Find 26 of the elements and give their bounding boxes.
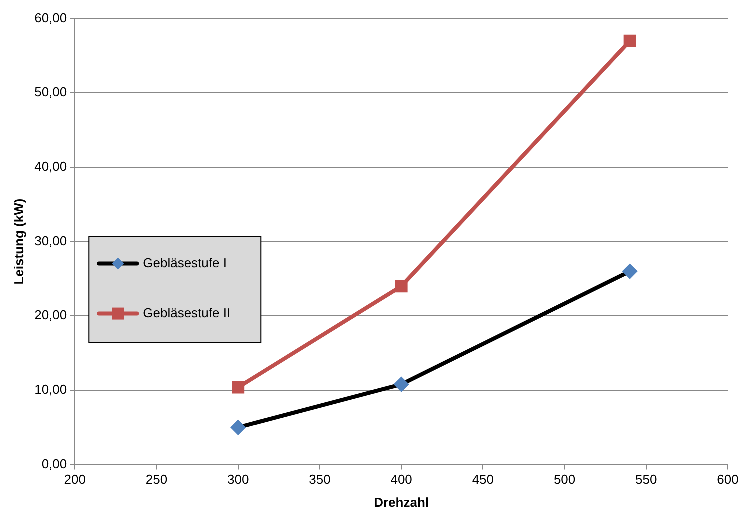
y-tick-label: 60,00 [34, 10, 68, 26]
legend-label: Gebläsestufe I [143, 255, 227, 270]
x-tick-label: 250 [146, 472, 168, 488]
point [232, 381, 245, 394]
point [395, 280, 408, 293]
point [394, 378, 409, 392]
legend-label: Gebläsestufe II [143, 305, 231, 320]
y-tick-label: 0,00 [42, 456, 68, 472]
y-tick-label: 50,00 [34, 84, 68, 100]
y-tick-label: 30,00 [34, 233, 68, 248]
y-tick-label: 10,00 [34, 382, 68, 398]
y-tick-label: 40,00 [34, 159, 68, 174]
x-axis-title: Drehzahl [374, 494, 430, 510]
point [623, 264, 638, 279]
x-tick-label: 300 [227, 472, 250, 488]
y-tick-label: 20,00 [34, 308, 68, 323]
x-tick-label: 200 [64, 472, 86, 488]
x-tick-label: 400 [390, 472, 412, 488]
x-tick-label: 350 [309, 472, 331, 488]
x-tick-label: 450 [472, 472, 494, 488]
x-tick-label: 500 [554, 472, 576, 488]
x-tick-label: 600 [717, 472, 739, 488]
point [624, 34, 636, 48]
y-axis-title: Leistung (kW) [11, 198, 26, 285]
point [231, 420, 246, 435]
x-tick-label: 550 [636, 472, 658, 488]
